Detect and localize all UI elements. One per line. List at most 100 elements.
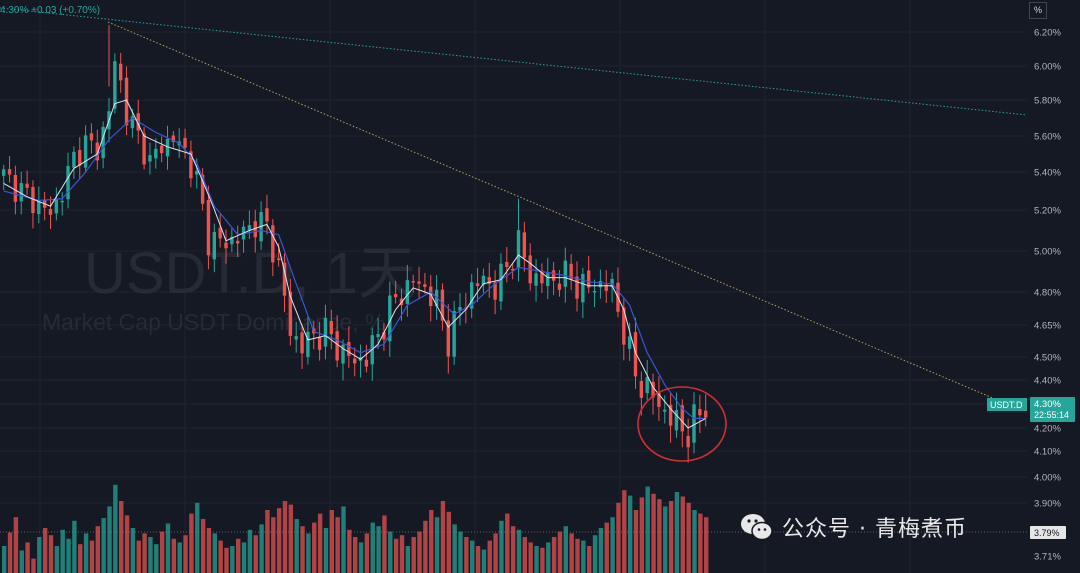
- volume-bar: [83, 533, 89, 573]
- price-tick-label: 5.60%: [1034, 132, 1061, 143]
- volume-bar: [335, 517, 340, 573]
- volume-bar: [405, 546, 411, 573]
- volume-bar: [464, 537, 469, 573]
- volume-bar: [329, 510, 334, 573]
- price-tick-label: 5.00%: [1034, 247, 1061, 258]
- volume-bar: [206, 528, 212, 573]
- volume-bar: [288, 504, 294, 573]
- candle-body: [183, 137, 187, 148]
- candle-body: [686, 435, 690, 448]
- candle-body: [224, 242, 228, 249]
- candle-body: [563, 260, 567, 287]
- candle-body: [253, 221, 257, 238]
- volume-bar: [195, 502, 200, 573]
- candle-body: [95, 142, 99, 161]
- volume-bar: [101, 518, 106, 573]
- candle-body: [452, 311, 456, 357]
- volume-bar: [505, 513, 510, 573]
- volume-bar: [668, 501, 674, 573]
- candle-body: [382, 332, 386, 340]
- volume-bar: [592, 535, 598, 573]
- volume-bar: [212, 533, 217, 573]
- volume-bar: [587, 546, 592, 573]
- volume-bar: [557, 531, 563, 573]
- candle-body: [189, 151, 193, 179]
- price-tick-label: 4.65%: [1034, 321, 1061, 332]
- volume-bar: [119, 501, 124, 573]
- volume-bar: [645, 486, 650, 573]
- candle-body: [148, 155, 152, 162]
- volume-bar: [323, 528, 329, 573]
- candle-body: [2, 169, 6, 176]
- candle-body: [200, 174, 205, 204]
- candle-body: [663, 409, 667, 412]
- candle-body: [212, 231, 216, 260]
- volume-bar: [434, 517, 440, 573]
- volume-bar: [54, 546, 60, 573]
- price-tick-label: 6.00%: [1034, 62, 1061, 73]
- volume-bar: [107, 506, 112, 573]
- candle-body: [440, 289, 445, 321]
- volume-bar: [183, 535, 188, 573]
- candle-body: [639, 380, 644, 398]
- volume-bar: [60, 529, 65, 573]
- volume-bar: [563, 526, 568, 573]
- candle-body: [31, 187, 35, 214]
- candle-body: [300, 332, 304, 354]
- candle-body: [551, 270, 556, 281]
- candle-body: [622, 307, 626, 345]
- candle-body: [165, 138, 170, 157]
- volume-bar: [633, 510, 639, 573]
- candle-body: [470, 282, 474, 309]
- volume-bar: [224, 547, 229, 573]
- volume-bar: [446, 511, 451, 573]
- candle-body: [610, 278, 614, 288]
- volume-bar: [581, 540, 586, 573]
- volume-bar: [616, 502, 621, 573]
- candle-body: [557, 283, 562, 290]
- price-axis-unit-button[interactable]: %: [1029, 2, 1047, 19]
- volume-bar: [218, 540, 223, 573]
- volume-bar: [417, 531, 422, 573]
- price-tick-label: 4.10%: [1034, 447, 1061, 458]
- candle-body: [271, 225, 275, 263]
- volume-bar: [148, 537, 153, 573]
- watermark-name: Market Cap USDT Dominance, %: [42, 309, 385, 335]
- candle-body: [195, 170, 199, 175]
- volume-bar: [411, 537, 416, 573]
- volume-bar: [353, 537, 358, 573]
- candle-body: [581, 274, 585, 303]
- candle-body: [347, 342, 351, 356]
- candle-body: [294, 336, 298, 340]
- volume-bar: [510, 526, 516, 573]
- volume-bar: [657, 499, 662, 573]
- volume-bar: [364, 533, 370, 573]
- candle-body: [627, 336, 632, 349]
- volume-bar: [639, 497, 645, 573]
- volume-bar: [393, 538, 399, 573]
- highlight-circle: [637, 386, 727, 462]
- volume-bar: [300, 526, 305, 573]
- trend-lines: [0, 7, 1028, 400]
- header-value: 4.30% +0.03 (+0.70%): [0, 5, 100, 16]
- candle-body: [66, 166, 70, 200]
- volume-bar: [475, 546, 481, 573]
- volume-bar: [388, 531, 393, 573]
- volume-bar: [37, 537, 42, 573]
- volume-bar: [546, 542, 551, 573]
- volume-bar: [259, 524, 264, 573]
- price-tick-label: 4.80%: [1034, 288, 1061, 299]
- volume-bar: [627, 495, 633, 573]
- volume-bar: [31, 558, 36, 573]
- candle-body: [37, 200, 41, 215]
- candle-body: [119, 63, 123, 81]
- volume-bar: [429, 510, 434, 573]
- candle-body: [364, 359, 369, 367]
- candle-body: [505, 261, 509, 267]
- wechat-account-label: 公众号 · 青梅煮币: [782, 517, 967, 542]
- volume-bar: [481, 549, 487, 573]
- candle-body: [546, 273, 550, 287]
- volume-bar: [7, 532, 13, 573]
- wechat-watermark: 公众号 · 青梅煮币: [740, 511, 967, 543]
- candle-body: [575, 276, 579, 299]
